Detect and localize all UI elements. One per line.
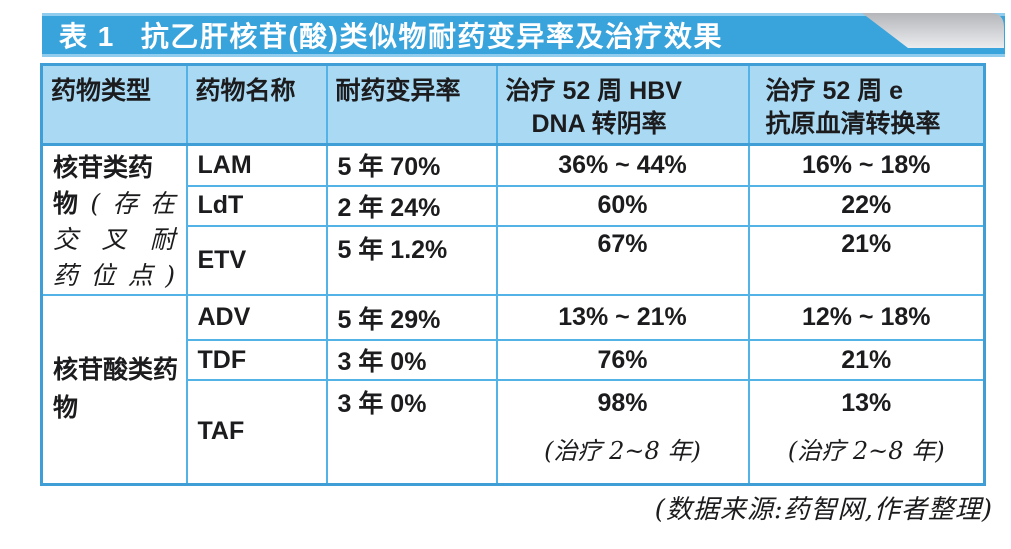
resistance-cell: 2 年 24% xyxy=(325,184,498,227)
table-row: ETV 5 年 1.2% 67% 21% xyxy=(42,224,986,297)
col-header-resistance-rate: 耐药变异率 xyxy=(325,63,498,146)
drug-name-cell: ADV xyxy=(185,294,328,341)
resistance-cell: 5 年 70% xyxy=(325,143,498,187)
resistance-cell: 5 年 29% xyxy=(325,294,498,341)
col-header-drug-name: 药物名称 xyxy=(185,63,328,146)
resistance-cell: 3 年 0% xyxy=(325,379,498,485)
drug-resistance-table: 药物类型 药物名称 耐药变异率 治疗 52 周 HBV DNA 转阴率 治疗 5… xyxy=(40,63,986,486)
drug-name-cell: ETV xyxy=(185,224,328,297)
drug-name-cell: LdT xyxy=(185,184,328,227)
drug-type-nucleoside: 核苷类药 物(存在 交叉耐 药位点) xyxy=(40,143,188,296)
eag-cell: 21% xyxy=(747,339,986,381)
drug-name-cell: TDF xyxy=(185,339,328,381)
hbv-dna-cell: 76% xyxy=(495,339,750,381)
hbv-dna-cell: 67% xyxy=(495,224,750,297)
table-row: 核苷酸类药物 ADV 5 年 29% 13% ~ 21% 12% ~ 18% xyxy=(40,294,986,485)
resistance-cell: 5 年 1.2% xyxy=(325,224,498,297)
col-header-drug-type: 药物类型 xyxy=(40,63,188,146)
table-row: LdT 2 年 24% 60% 22% xyxy=(42,184,986,227)
hbv-dna-cell: 13% ~ 21% xyxy=(495,294,750,341)
hbv-dna-cell: 60% xyxy=(495,184,750,227)
eag-cell: 16% ~ 18% xyxy=(747,143,986,187)
table-title: 表 1 抗乙肝核苷(酸)类似物耐药变异率及治疗效果 xyxy=(42,15,723,55)
col-header-hbv-dna: 治疗 52 周 HBV DNA 转阴率 xyxy=(495,63,750,146)
eag-cell: 22% xyxy=(747,184,986,227)
treatment-duration-note: (治疗 2~8 年) xyxy=(544,437,701,465)
eag-cell: 12% ~ 18% xyxy=(747,294,986,341)
header-row: 药物类型 药物名称 耐药变异率 治疗 52 周 HBV DNA 转阴率 治疗 5… xyxy=(40,63,986,146)
data-source-note: (数据来源:药智网,作者整理) xyxy=(654,495,993,525)
drug-type-nucleotide: 核苷酸类药物 xyxy=(40,294,188,485)
eag-cell: 13% (治疗 2~8 年) xyxy=(747,379,986,485)
hbv-dna-cell: 98% (治疗 2~8 年) xyxy=(495,379,750,485)
col-header-eag-seroconversion: 治疗 52 周 e 抗原血清转换率 xyxy=(747,63,986,146)
drug-name-cell: TAF xyxy=(185,379,328,485)
hbv-dna-cell: 36% ~ 44% xyxy=(495,143,750,187)
resistance-cell: 3 年 0% xyxy=(325,339,498,381)
decorative-swoosh-shape xyxy=(862,13,1004,48)
table-title-text: 抗乙肝核苷(酸)类似物耐药变异率及治疗效果 xyxy=(140,21,724,52)
table-row: TDF 3 年 0% 76% 21% xyxy=(42,339,986,381)
table-row: 核苷类药 物(存在 交叉耐 药位点) LAM 5 年 70% 36% ~ 44%… xyxy=(40,143,986,296)
table-number-label: 表 1 xyxy=(59,21,115,52)
eag-cell: 21% xyxy=(747,224,986,297)
table-title-bar: 表 1 抗乙肝核苷(酸)类似物耐药变异率及治疗效果 xyxy=(42,13,1005,57)
table-row: TAF 3 年 0% 98% (治疗 2~8 年) 13% (治疗 2~8 年) xyxy=(42,379,986,485)
drug-name-cell: LAM xyxy=(185,143,328,187)
treatment-duration-note: (治疗 2~8 年) xyxy=(787,437,945,465)
